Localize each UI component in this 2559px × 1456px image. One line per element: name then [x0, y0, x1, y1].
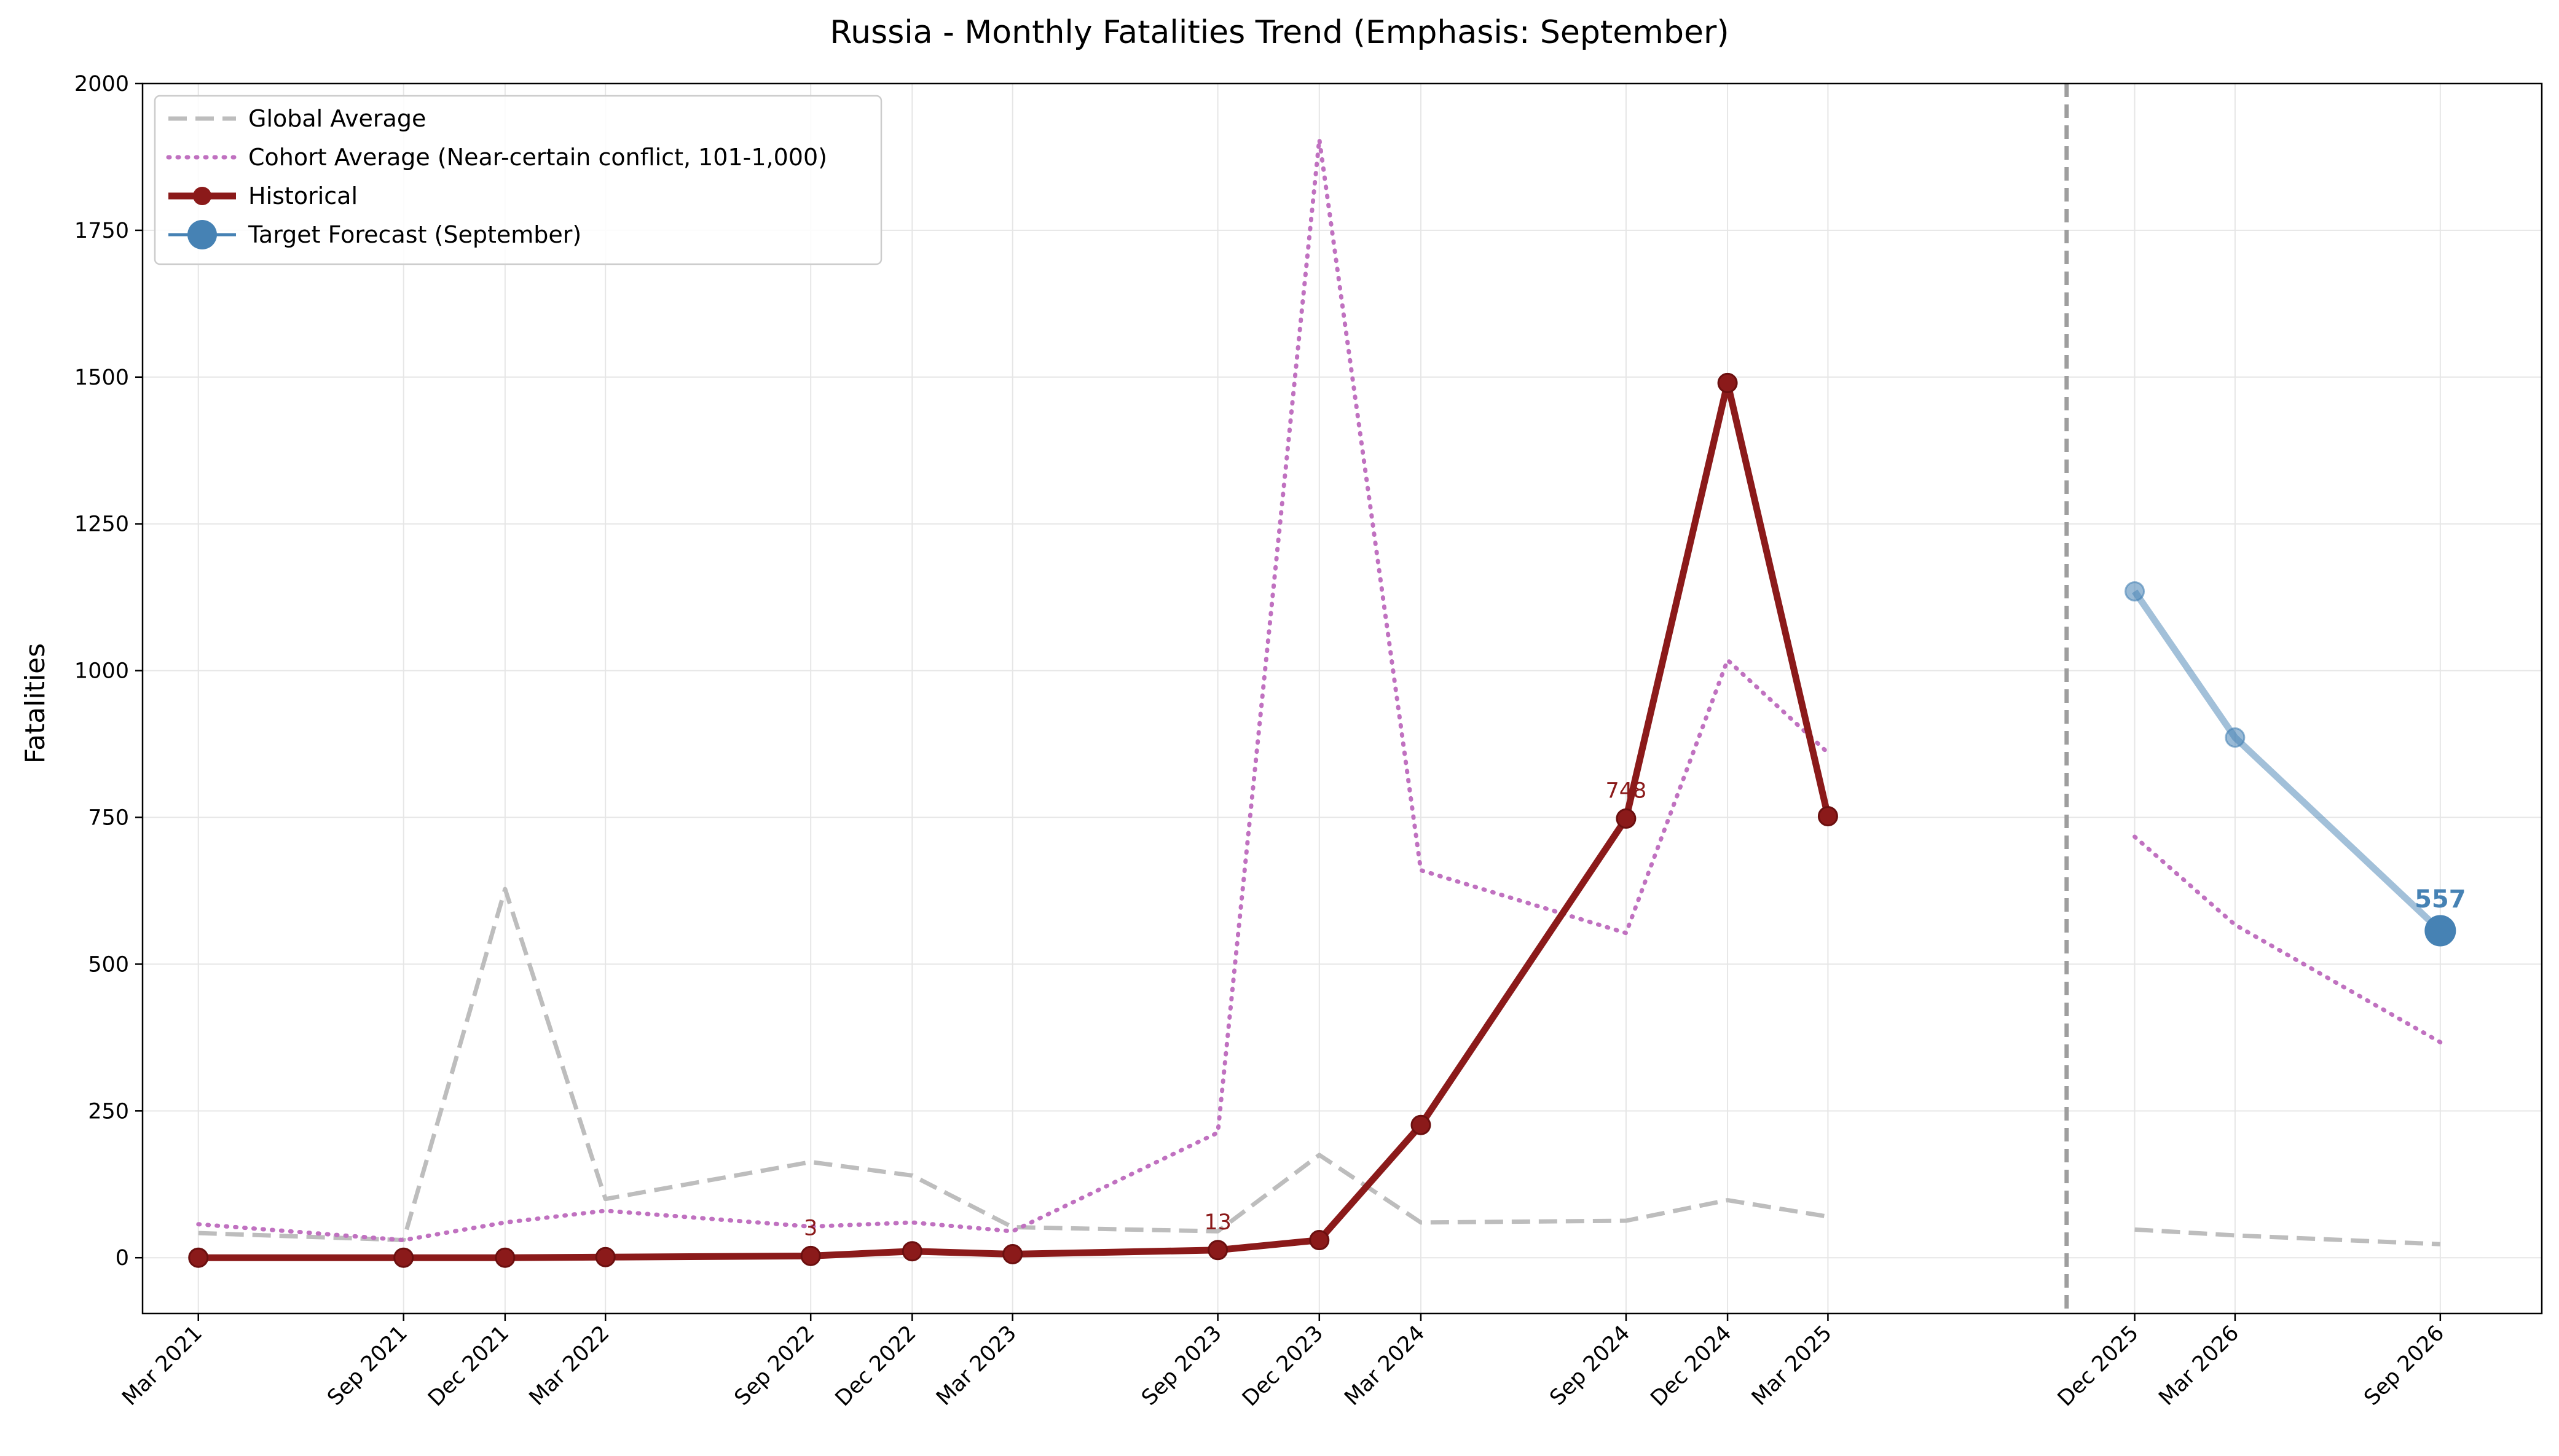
series-global-average — [198, 887, 2440, 1247]
y-tick-label: 0 — [116, 1246, 129, 1270]
plot-frame — [141, 82, 2543, 1315]
legend-label: Global Average — [248, 105, 426, 132]
legend-label: Cohort Average (Near-certain conflict, 1… — [248, 144, 827, 171]
gridlines — [143, 83, 2542, 1313]
data-point — [188, 1247, 209, 1268]
legend-marker — [193, 187, 211, 205]
data-point — [1208, 1240, 1228, 1261]
x-tick-label: Dec 2025 — [2053, 1321, 2144, 1411]
y-tick-label: 1500 — [74, 366, 129, 390]
forecast-point — [2125, 581, 2145, 602]
data-label: 3 — [804, 1216, 817, 1240]
data-label: 748 — [1606, 778, 1647, 803]
y-axis-ticks: 0 250 500 750 1000 1250 1500 1750 2000 — [74, 72, 143, 1270]
x-tick-label: Mar 2026 — [2154, 1321, 2244, 1411]
legend-item-cohort-average-near-certain-conflict-101-1-000: Cohort Average (Near-certain conflict, 1… — [166, 144, 827, 171]
legend: Global Average Cohort Average (Near-certa… — [154, 95, 882, 265]
chart-title: Russia - Monthly Fatalities Trend (Empha… — [830, 14, 1729, 51]
data-point — [595, 1247, 616, 1267]
data-label: 557 — [2415, 885, 2466, 914]
series-cohort-average-near-certain-conflict-101-1-000 — [196, 137, 2443, 1243]
legend-label: Historical — [248, 182, 358, 209]
y-tick-label: 1250 — [74, 512, 129, 537]
x-tick-label: Dec 2024 — [1646, 1321, 1736, 1411]
legend-item-historical: Historical — [168, 182, 358, 209]
data-point — [1410, 1114, 1431, 1135]
data-point — [393, 1247, 414, 1268]
series-line — [2132, 834, 2443, 1045]
y-tick-label: 500 — [88, 952, 129, 977]
x-tick-label: Sep 2023 — [1137, 1321, 1227, 1411]
series-line — [2132, 589, 2443, 933]
x-tick-label: Mar 2025 — [1747, 1321, 1837, 1411]
series-line — [2134, 1227, 2440, 1247]
data-point — [1817, 806, 1838, 827]
series-line — [196, 137, 1830, 1243]
data-point — [1717, 372, 1738, 393]
series-layer — [188, 137, 2456, 1268]
data-point — [800, 1245, 821, 1266]
annotations-layer: 3 13 748 557 — [804, 778, 2466, 1240]
x-tick-label: Sep 2021 — [323, 1321, 412, 1411]
y-tick-label: 1750 — [74, 219, 129, 243]
series-historical — [188, 372, 1838, 1268]
x-tick-label: Sep 2024 — [1545, 1321, 1635, 1411]
x-tick-label: Sep 2022 — [730, 1321, 820, 1411]
x-tick-label: Dec 2023 — [1238, 1321, 1328, 1411]
y-axis-title: Fatalities — [20, 643, 51, 764]
data-point — [495, 1247, 516, 1268]
data-label: 13 — [1204, 1210, 1232, 1235]
legend-box — [154, 95, 882, 265]
x-axis-ticks: Mar 2021 Sep 2021 Dec 2021 Mar 2022 Sep 2022… — [117, 1313, 2449, 1411]
forecast-point — [2225, 727, 2246, 748]
x-tick-label: Sep 2026 — [2359, 1321, 2449, 1411]
data-point — [1616, 808, 1637, 829]
x-tick-label: Dec 2022 — [831, 1321, 921, 1411]
x-tick-label: Mar 2022 — [525, 1321, 615, 1411]
legend-label: Target Forecast (September) — [248, 221, 581, 248]
x-tick-label: Mar 2023 — [932, 1321, 1021, 1411]
y-tick-label: 2000 — [74, 72, 129, 96]
y-tick-label: 750 — [88, 806, 129, 831]
y-tick-label: 1000 — [74, 659, 129, 684]
series-target-forecast-september — [2125, 581, 2456, 947]
legend-item-target-forecast-september: Target Forecast (September) — [168, 220, 581, 249]
x-tick-label: Dec 2021 — [423, 1321, 514, 1411]
series-line — [198, 887, 1828, 1243]
legend-item-global-average: Global Average — [168, 105, 426, 132]
x-tick-label: Mar 2021 — [117, 1321, 207, 1411]
legend-marker — [187, 220, 217, 249]
y-tick-label: 250 — [88, 1099, 129, 1124]
data-point — [902, 1241, 922, 1262]
data-point — [1002, 1243, 1023, 1264]
data-point — [1309, 1230, 1330, 1251]
x-tick-label: Mar 2024 — [1340, 1321, 1429, 1411]
target-forecast-point — [2424, 915, 2456, 947]
